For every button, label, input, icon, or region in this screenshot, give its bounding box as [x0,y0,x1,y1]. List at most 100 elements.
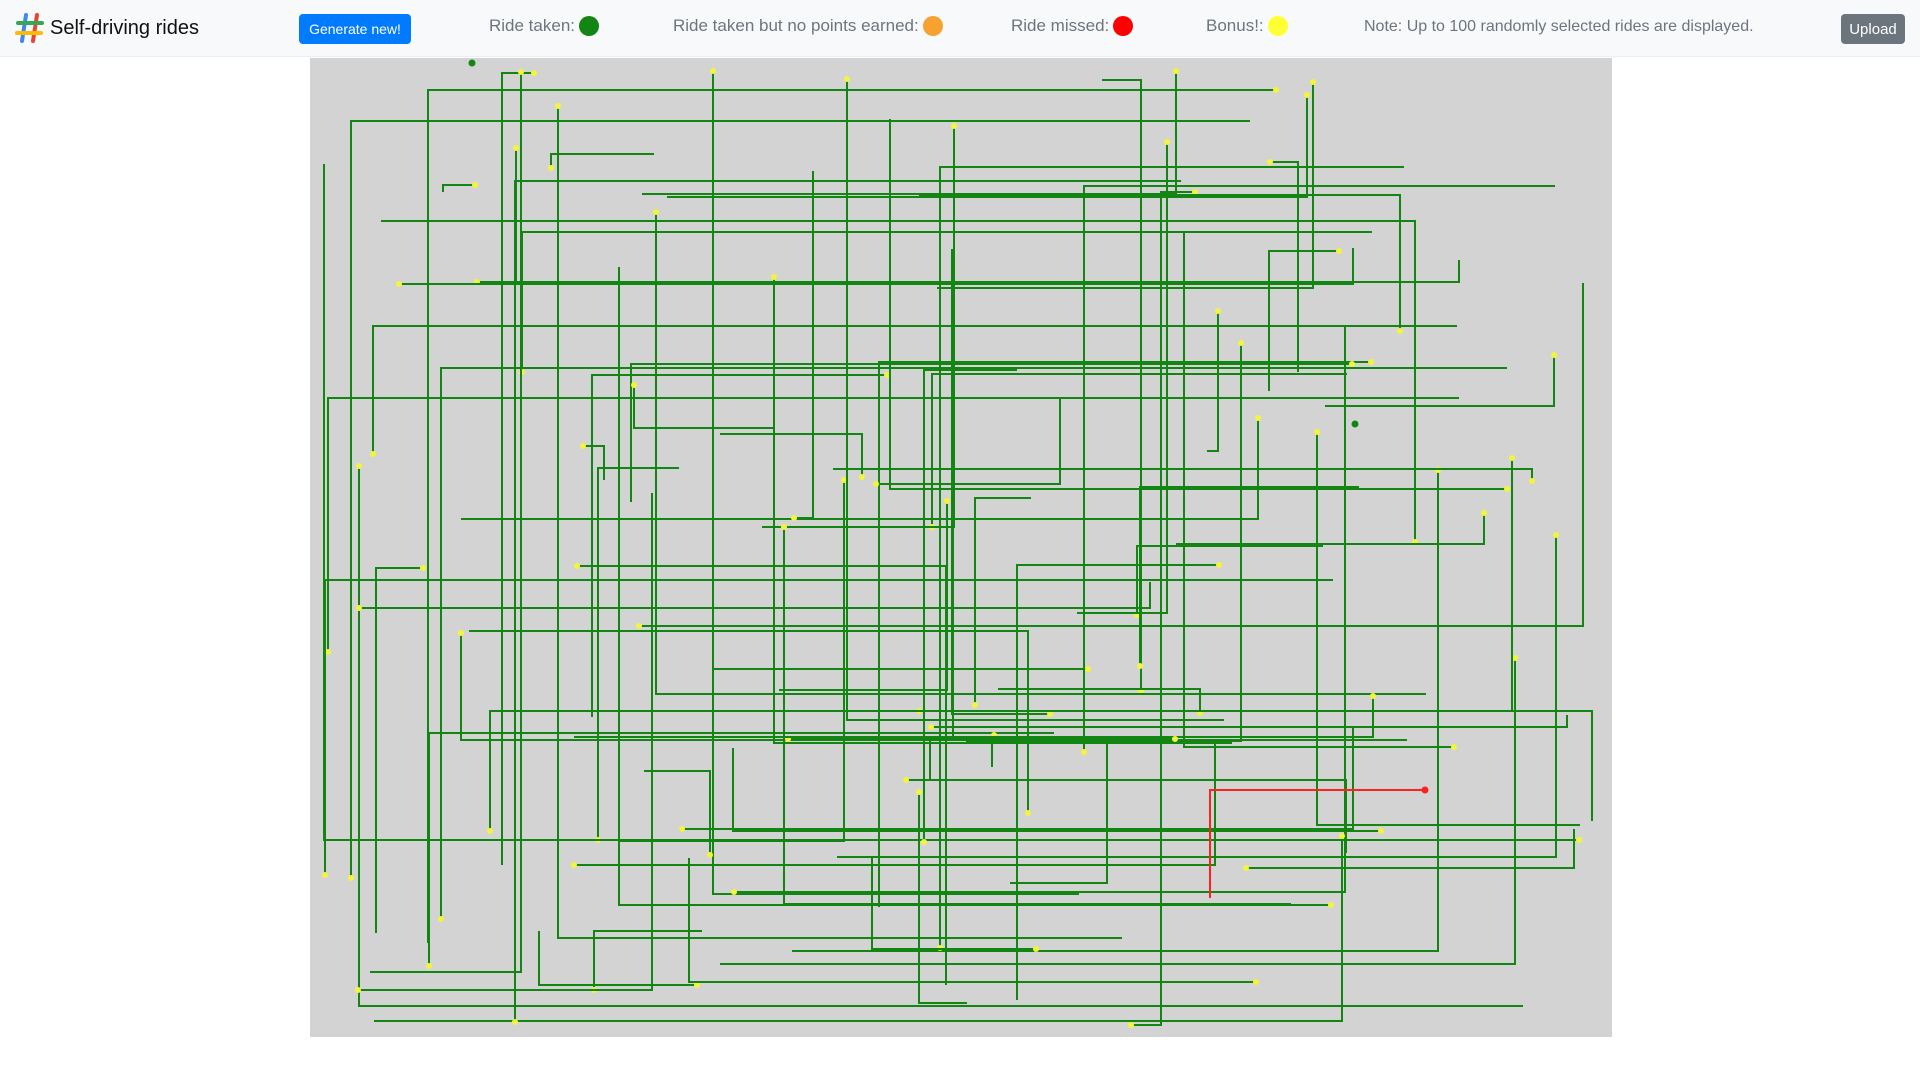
ride-path [998,688,1201,713]
ride-path [375,567,423,933]
ride-path [1077,142,1168,614]
ride-path [918,792,967,1004]
ride-endpoint [574,563,580,569]
ride-endpoint [1378,828,1384,834]
ride-path [1139,486,1359,666]
ride-endpoint [1047,711,1053,717]
ride-endpoint [707,852,713,858]
ride-path [792,470,1439,952]
ride-endpoint [791,515,797,521]
ride-path [1270,161,1299,372]
legend-bonus: Bonus!: [1206,16,1288,36]
generate-new-button[interactable]: Generate new! [299,14,411,44]
ride-endpoint [636,623,642,629]
ride-path [428,732,1054,966]
ride-path [878,361,1371,907]
ride-endpoint [355,987,361,993]
ride-path [923,369,1017,842]
ride-endpoint [1173,68,1179,74]
ride-endpoint [631,382,637,388]
ride-endpoint [518,69,524,75]
ride-path [630,363,1352,502]
ride-endpoint [859,474,865,480]
upload-button[interactable]: Upload [1841,14,1905,44]
ride-endpoint [1504,486,1510,492]
ride-endpoint [571,862,577,868]
ride-endpoint [694,982,700,988]
ride-path [521,231,1372,372]
ride-path [1316,432,1580,826]
legend-ride-taken-label: Ride taken: [489,16,575,35]
ride-endpoint [1081,749,1087,755]
ride-endpoint [322,872,328,878]
ride-path [350,120,1250,878]
ride-path [359,582,1151,609]
ride-path [557,106,1122,939]
ride-path [514,180,1181,1022]
ride-endpoint [928,724,934,730]
ride-path [358,466,1523,1007]
ride-path [1131,360,1162,1026]
ride-endpoint [458,630,464,636]
ride-path [460,633,1407,741]
ride-endpoint [1033,946,1039,952]
ride-endpoint [771,274,777,280]
ride-path [939,166,1404,948]
ride-endpoint [884,372,890,378]
ride-endpoint [512,1019,518,1025]
ride-path [712,668,1088,820]
ride-endpoint [1192,189,1198,195]
ride-path [1016,564,1219,1000]
ride-path [574,743,1216,866]
orange-dot-icon [922,16,943,36]
ride-endpoint [1421,786,1429,794]
ride-path [440,367,1507,919]
ride-path [931,373,1347,527]
ride-endpoint [1451,744,1457,750]
ride-endpoint [944,498,950,504]
ride-path [1102,79,1142,691]
ride-endpoint [916,789,922,795]
ride-endpoint [1238,340,1244,346]
yellow-dot-icon [1267,16,1288,36]
ride-endpoint [1370,693,1376,699]
display-note: Note: Up to 100 randomly selected rides … [1364,18,1754,35]
ride-path [734,325,1346,893]
ride-path [461,418,1259,520]
ride-path [501,72,534,865]
ride-path [773,277,1232,744]
ride-endpoint [513,145,519,151]
ride-path [1207,311,1219,452]
ride-path [712,71,1079,895]
ride-endpoint [710,68,716,74]
ride-path [370,72,522,973]
ride-path [876,399,1061,485]
ride-path [324,579,1333,875]
ride-path [906,779,1347,853]
ride-path [688,858,1256,983]
ride-endpoint [1314,429,1320,435]
ride-endpoint [1255,415,1261,421]
legend-ride-missed-label: Ride missed: [1011,16,1110,35]
ride-path [1246,829,1575,869]
ride-endpoint [781,524,787,530]
ride-endpoint [348,875,354,881]
ride-path [639,283,1584,627]
ride-endpoint [951,123,957,129]
ride-path [846,79,1224,721]
ride-path [931,715,1568,728]
ride-endpoint [1328,902,1334,908]
ride-path [783,527,1291,905]
ride-endpoint [555,103,561,109]
ride-path [327,397,1459,652]
ride-endpoint [438,916,444,922]
ride-path [1010,740,1108,884]
ride-endpoint [356,463,362,469]
ride-path [593,930,702,990]
ride-path [682,726,1354,830]
ride-path [442,184,475,192]
top-navbar: Self-driving rides Generate new! Ride ta… [0,0,1920,57]
ride-endpoint [653,209,659,215]
brand[interactable]: Self-driving rides [14,12,199,44]
ride-path [929,738,1175,780]
